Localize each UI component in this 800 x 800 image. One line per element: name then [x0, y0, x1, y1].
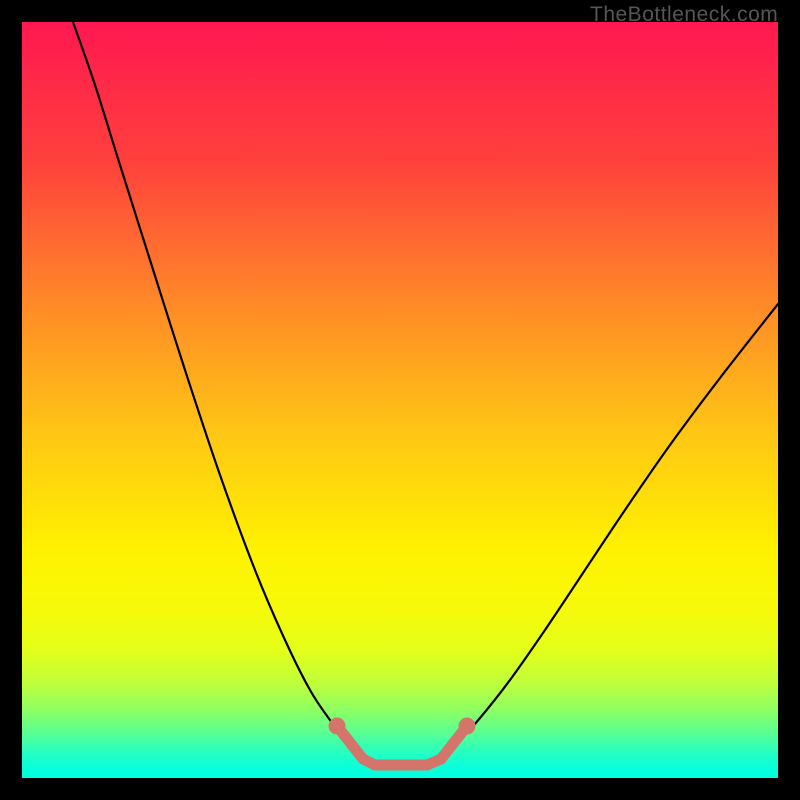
chart-svg [0, 0, 800, 800]
watermark-text: TheBottleneck.com [590, 3, 778, 27]
optimal-range-marker [329, 718, 476, 766]
bottleneck-curve [73, 22, 778, 764]
